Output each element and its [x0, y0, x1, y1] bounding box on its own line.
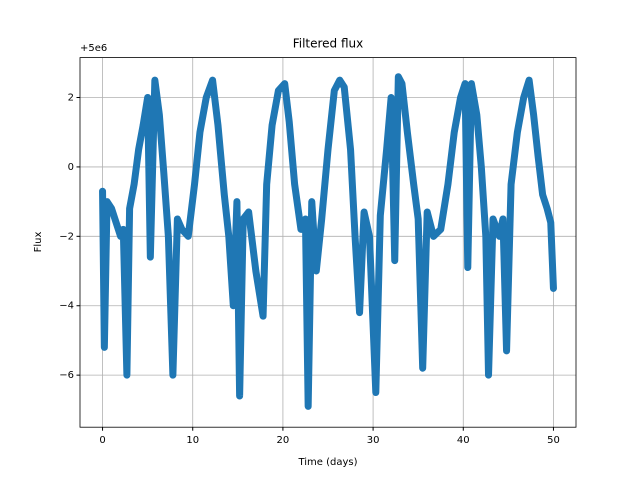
y-tick-label: 0: [68, 162, 74, 173]
chart-title: Filtered flux: [293, 37, 364, 51]
x-tick-label: 30: [367, 435, 380, 446]
x-axis-label: Time (days): [297, 457, 357, 468]
y-offset-text: +5e6: [80, 43, 107, 54]
y-tick-label: −6: [59, 370, 74, 381]
x-tick-label: 50: [547, 435, 560, 446]
x-tick-label: 40: [457, 435, 470, 446]
y-tick-label: 2: [68, 93, 74, 104]
y-tick-label: −2: [59, 231, 74, 242]
x-tick-label: 20: [277, 435, 290, 446]
flux-line: [99, 73, 557, 410]
plot-frame: [79, 57, 577, 428]
y-axis-label: Flux: [33, 232, 44, 253]
y-tick-label: −4: [59, 301, 74, 312]
x-tick-label: 0: [99, 435, 105, 446]
x-tick-label: 10: [186, 435, 199, 446]
